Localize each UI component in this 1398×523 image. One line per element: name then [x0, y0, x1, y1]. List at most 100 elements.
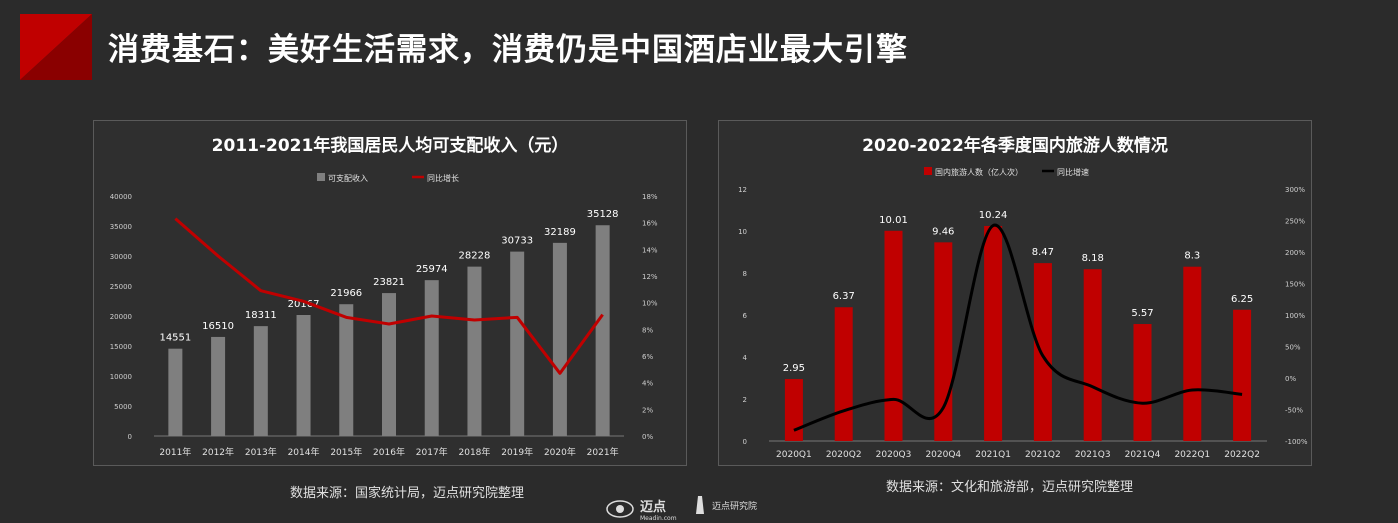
y-left-tick-label: 10 — [738, 228, 747, 236]
x-tick-label: 2018年 — [459, 446, 491, 458]
chart-title: 2020-2022年各季度国内旅游人数情况 — [862, 135, 1168, 156]
x-tick-label: 2022Q2 — [1224, 450, 1260, 460]
y-left-tick-label: 20000 — [110, 313, 132, 321]
y-left-tick-label: 0 — [128, 433, 132, 441]
legend-line-label: 同比增长 — [427, 173, 459, 183]
legend-bar-swatch — [317, 173, 325, 181]
bar-data-label: 6.37 — [833, 291, 855, 302]
y-right-tick-label: 2% — [642, 406, 653, 414]
bar-data-label: 10.24 — [979, 210, 1008, 221]
legend-bar-swatch — [924, 167, 932, 175]
bar-data-label: 8.47 — [1032, 247, 1054, 258]
bar-data-label: 16510 — [202, 321, 234, 332]
x-tick-label: 2011年 — [159, 446, 191, 458]
y-right-tick-label: 14% — [642, 246, 658, 254]
chart-title: 2011-2021年我国居民人均可支配收入（元） — [212, 135, 569, 156]
bar-data-label: 5.57 — [1131, 308, 1153, 319]
tower-icon — [696, 496, 704, 514]
y-right-tick-label: 0% — [642, 433, 653, 441]
y-right-tick-label: 150% — [1285, 281, 1305, 289]
bar — [595, 225, 610, 436]
meadin-brand-name: 迈点 — [640, 500, 667, 515]
y-left-tick-label: 6 — [743, 312, 748, 320]
bar-data-label: 28228 — [459, 251, 491, 262]
bar — [296, 314, 311, 436]
meadin-research-logo: 迈点研究院 — [694, 496, 757, 514]
x-tick-label: 2017年 — [416, 446, 448, 458]
bar-data-label: 35128 — [587, 209, 619, 220]
y-left-tick-label: 15000 — [110, 343, 132, 351]
bar — [552, 242, 567, 436]
x-tick-label: 2021Q2 — [1025, 450, 1061, 460]
x-tick-label: 2013年 — [245, 446, 277, 458]
bar — [1133, 324, 1152, 441]
x-tick-label: 2021年 — [587, 446, 619, 458]
x-tick-label: 2020Q3 — [876, 450, 912, 460]
x-tick-label: 2021Q4 — [1125, 450, 1161, 460]
y-right-tick-label: 10% — [642, 300, 658, 308]
legend-bar-label: 可支配收入 — [328, 173, 368, 183]
y-right-tick-label: 8% — [642, 326, 653, 334]
bar — [1233, 309, 1252, 441]
income-chart: 2011-2021年我国居民人均可支配收入（元） 0 5000 10000 15000 2… — [110, 135, 658, 458]
x-tick-label: 2020Q4 — [925, 450, 961, 460]
growth-line — [793, 224, 1243, 432]
y-right-tick-label: 18% — [642, 193, 658, 201]
y-right-tick-label: 200% — [1285, 249, 1305, 257]
y-right-tick-label: -100% — [1285, 438, 1308, 446]
bar — [1183, 266, 1202, 441]
bar — [1033, 263, 1052, 441]
y-right-tick-label: 16% — [642, 220, 658, 228]
x-tick-label: 2014年 — [288, 446, 320, 458]
bar — [834, 307, 853, 441]
bar-data-label: 21966 — [330, 288, 362, 299]
y-left-tick-label: 4 — [743, 354, 748, 362]
bar — [510, 251, 525, 436]
y-left-tick-label: 10000 — [110, 373, 132, 381]
x-tick-label: 2021Q3 — [1075, 450, 1111, 460]
x-tick-label: 2020年 — [544, 446, 576, 458]
growth-line — [174, 217, 604, 375]
y-left-tick-label: 12 — [738, 186, 747, 194]
x-tick-label: 2022Q1 — [1174, 450, 1210, 460]
income-chart-source: 数据来源：国家统计局，迈点研究院整理 — [290, 486, 525, 501]
y-left-tick-label: 40000 — [110, 193, 132, 201]
bar — [253, 326, 268, 436]
y-left-tick-label: 2 — [743, 396, 747, 404]
bar — [382, 293, 396, 436]
bar-data-label: 6.25 — [1231, 294, 1253, 305]
bar-data-label: 18311 — [245, 310, 277, 321]
x-tick-label: 2012年 — [202, 446, 234, 458]
x-tick-label: 2020Q2 — [826, 450, 862, 460]
bar — [424, 280, 439, 436]
eye-icon — [606, 500, 634, 518]
y-right-tick-label: 12% — [642, 273, 658, 281]
meadin-research-name: 迈点研究院 — [712, 501, 758, 512]
y-right-tick-label: 250% — [1285, 218, 1305, 226]
bar-data-label: 20167 — [288, 299, 320, 310]
x-tick-label: 2021Q1 — [975, 450, 1011, 460]
meadin-logo: 迈点 Meadin.com — [606, 496, 677, 522]
bar — [934, 242, 953, 441]
y-left-tick-label: 8 — [743, 270, 747, 278]
y-right-tick-label: 4% — [642, 380, 653, 388]
y-right-tick-label: 0% — [1285, 375, 1296, 383]
y-right-tick-label: 6% — [642, 353, 653, 361]
x-tick-label: 2020Q1 — [776, 450, 812, 460]
x-tick-label: 2019年 — [501, 446, 533, 458]
y-left-tick-label: 30000 — [110, 253, 132, 261]
bar-data-label: 30733 — [501, 236, 533, 247]
bar-data-label: 2.95 — [783, 363, 805, 374]
bar-data-label: 25974 — [416, 264, 448, 275]
y-left-tick-label: 35000 — [110, 223, 132, 231]
bar — [339, 304, 354, 436]
y-left-tick-label: 0 — [743, 438, 747, 446]
bar — [168, 348, 183, 436]
bar — [984, 225, 1003, 441]
red-corner-logo — [20, 14, 92, 80]
bar-data-label: 9.46 — [932, 226, 954, 237]
bar — [884, 230, 903, 441]
bar-data-label: 8.3 — [1184, 251, 1200, 262]
bar-data-label: 8.18 — [1082, 253, 1104, 264]
x-tick-label: 2015年 — [330, 446, 362, 458]
